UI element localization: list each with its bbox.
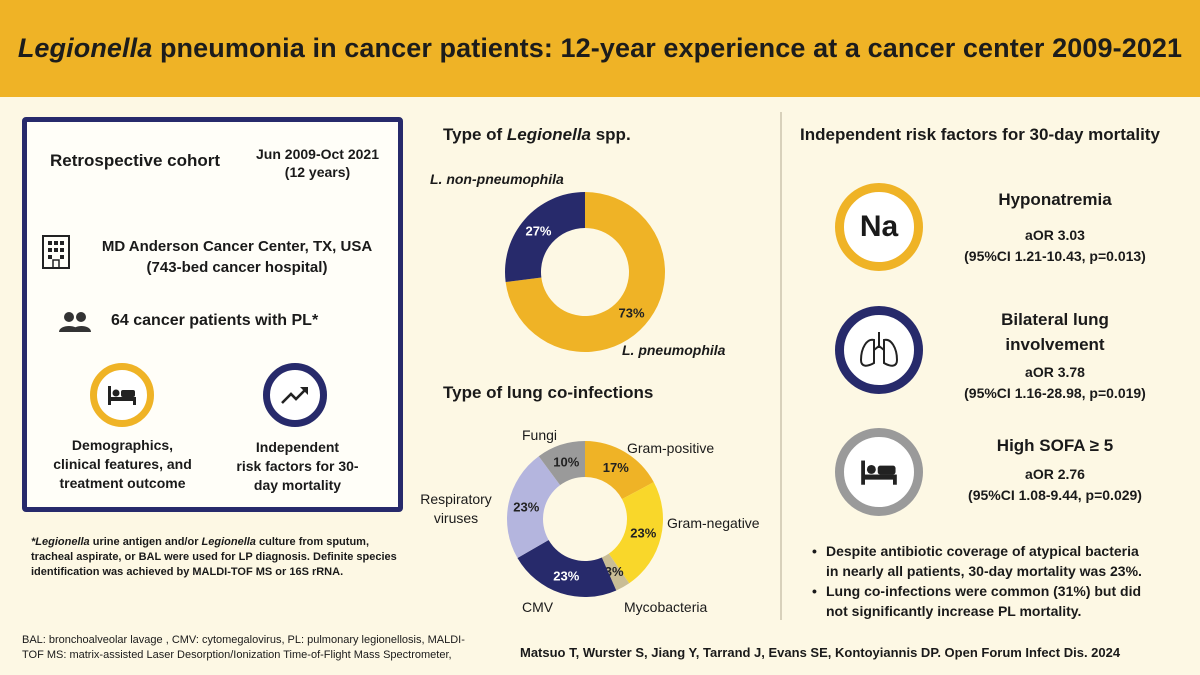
bed-icon: [835, 428, 923, 516]
risk-factor-stats: aOR 3.78 (95%CI 1.16-28.98, p=0.019): [964, 364, 1146, 401]
donut-slice: [585, 441, 654, 500]
donut-slice-label: 73%: [618, 306, 644, 321]
page-title: Legionella pneumonia in cancer patients:…: [17, 33, 1183, 63]
header-banner: Legionella pneumonia in cancer patients:…: [0, 0, 1200, 97]
chart2-label-fungi: Fungi: [522, 427, 558, 443]
donut-slice-label: 27%: [525, 224, 551, 239]
donut-slice: [601, 553, 630, 591]
outcome-risk-factors: Independent risk factors for 30- day mor…: [236, 439, 359, 493]
risk-factor-stats: aOR 2.76 (95%CI 1.08-9.44, p=0.029): [968, 466, 1142, 503]
column-divider: [780, 112, 782, 620]
donut-slice: [505, 192, 585, 283]
summary-bullet: Despite antibiotic coverage of atypical …: [812, 541, 1192, 581]
chart1-donut: 73% 27%: [505, 192, 665, 352]
donut-slice: [608, 482, 663, 584]
chart2-label-mycobacteria: Mycobacteria: [624, 599, 708, 615]
donut-slice-label: 10%: [553, 455, 579, 470]
chart1-title: Type of Legionella spp.: [443, 125, 631, 144]
chart2-title: Type of lung co-infections: [443, 383, 654, 402]
chart2-label-respiratory: Respiratory viruses: [420, 491, 492, 526]
lungs-icon: [835, 306, 923, 394]
donut-slice-label: 17%: [603, 460, 629, 475]
sodium-icon: Na: [835, 183, 923, 271]
donut-slice: [538, 441, 585, 486]
bed-icon: [90, 363, 154, 427]
chart2-label-gram-negative: Gram-negative: [667, 515, 760, 531]
building-icon: [41, 234, 71, 270]
cohort-site: MD Anderson Cancer Center, TX, USA (743-…: [101, 238, 373, 276]
abbreviations: BAL: bronchoalveolar lavage , CMV: cytom…: [22, 634, 465, 661]
risk-factor-name: High SOFA ≥ 5: [996, 436, 1114, 455]
trend-up-icon: [263, 363, 327, 427]
donut-slice-label: 23%: [630, 526, 656, 541]
risk-factor-name: Hyponatremia: [998, 190, 1112, 209]
cohort-box: [22, 117, 403, 512]
donut-slice: [507, 456, 561, 558]
chart2-donut: 17%23%3%23%23%10%: [507, 441, 663, 597]
donut-slice: [505, 192, 665, 352]
outcome-demographics: Demographics, clinical features, and tre…: [53, 437, 192, 491]
summary-bullet: Lung co-infections were common (31%) but…: [812, 581, 1192, 621]
cohort-period: Jun 2009-Oct 2021 (12 years): [256, 146, 379, 180]
chart1-label-nonpneumophila: L. non-pneumophila: [430, 171, 564, 187]
summary-bullets: Despite antibiotic coverage of atypical …: [812, 541, 1192, 621]
cohort-patients: 64 cancer patients with PL*: [111, 312, 319, 329]
donut-slice-label: 23%: [513, 499, 539, 514]
chart2-label-cmv: CMV: [522, 599, 554, 615]
citation: Matsuo T, Wurster S, Jiang Y, Tarrand J,…: [520, 645, 1121, 660]
cohort-design: Retrospective cohort: [50, 151, 221, 170]
donut-slice: [517, 540, 617, 597]
chart1-label-pneumophila: L. pneumophila: [622, 342, 726, 358]
risk-title: Independent risk factors for 30-day mort…: [800, 125, 1160, 144]
donut-slice-label: 23%: [553, 569, 579, 584]
chart2-label-gram-positive: Gram-positive: [627, 440, 715, 456]
footnote: *Legionella urine antigen and/or Legione…: [31, 536, 397, 578]
risk-factor-stats: aOR 3.03 (95%CI 1.21-10.43, p=0.013): [964, 227, 1146, 264]
people-icon: [58, 310, 92, 334]
risk-factor-name: Bilateral lung involvement: [1001, 310, 1109, 354]
